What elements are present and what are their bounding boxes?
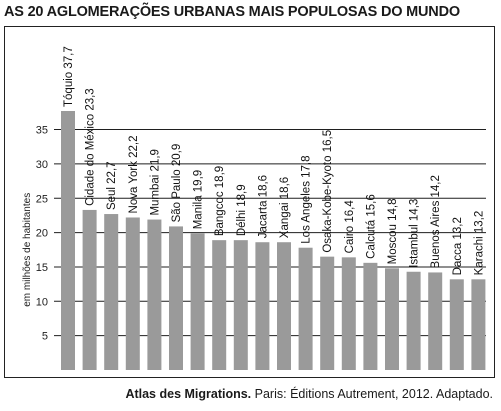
bar-label: São Paulo 20,9 <box>171 144 183 223</box>
bar <box>449 279 464 370</box>
bar-label: Calcutá 15,6 <box>365 194 377 259</box>
bar <box>363 262 378 370</box>
bar <box>320 256 335 370</box>
bar <box>104 214 119 370</box>
bar-label: Cairo 16,4 <box>344 200 356 254</box>
y-tick-label: 15 <box>36 262 48 274</box>
source-work: Atlas des Migrations. <box>125 387 252 401</box>
bar <box>471 279 486 370</box>
source-citation: Atlas des Migrations. Paris: Éditions Au… <box>125 387 493 401</box>
y-tick-label: 30 <box>36 159 48 171</box>
bar-label: Osaka-Kobe-Kyoto 16,5 <box>322 130 334 253</box>
chart-title: AS 20 AGLOMERAÇÕES URBANAS MAIS POPULOSA… <box>4 4 460 20</box>
bar-label: Los Angeles 17,8 <box>301 155 313 243</box>
y-tick-label: 20 <box>36 228 48 240</box>
bar <box>61 111 75 370</box>
bar <box>298 247 313 370</box>
bar <box>385 268 399 370</box>
bar-label: Seul 22,7 <box>106 161 118 210</box>
bar-label: Délhi 18,9 <box>236 184 248 236</box>
y-tick-label: 10 <box>36 296 48 308</box>
bar <box>212 240 227 370</box>
bar-label: Buenos Aires 14,2 <box>430 175 442 268</box>
bar-label: Bangcoc 18,9 <box>214 166 226 236</box>
y-axis-label: em milhões de habitantes <box>22 193 33 307</box>
bar <box>147 219 162 370</box>
y-tick-label: 35 <box>36 125 48 137</box>
bar-label: Mumbai 21,9 <box>149 149 161 215</box>
y-tick-label: 5 <box>42 331 48 343</box>
y-tick-label: 25 <box>36 193 48 205</box>
source-details: Paris: Éditions Autrement, 2012. Adaptad… <box>251 387 493 401</box>
bar <box>406 271 421 370</box>
bar <box>82 209 97 370</box>
bar <box>125 217 140 370</box>
bar <box>428 272 443 370</box>
bar-label: Karachi 13,2 <box>473 211 485 276</box>
bar <box>233 240 248 370</box>
bar-label: Jacarta 18,6 <box>257 175 269 238</box>
bar-label: Cidade do México 23,3 <box>85 88 97 206</box>
chart-frame <box>4 26 495 378</box>
bar-label: Manila 19,9 <box>193 170 205 229</box>
bar <box>169 226 183 370</box>
bar-label: Istambul 14,3 <box>409 199 421 268</box>
bar-label: Nova York 22,2 <box>128 135 140 213</box>
bar-label: Xangai 18,6 <box>279 177 291 238</box>
bar-label: Dacca 13,2 <box>452 217 464 275</box>
bar <box>341 257 356 370</box>
bar <box>255 242 270 370</box>
bar <box>277 242 291 370</box>
bar-label: Tóquio 37,7 <box>63 46 75 107</box>
bar <box>190 233 205 370</box>
bar-label: Moscou 14,8 <box>387 198 399 264</box>
